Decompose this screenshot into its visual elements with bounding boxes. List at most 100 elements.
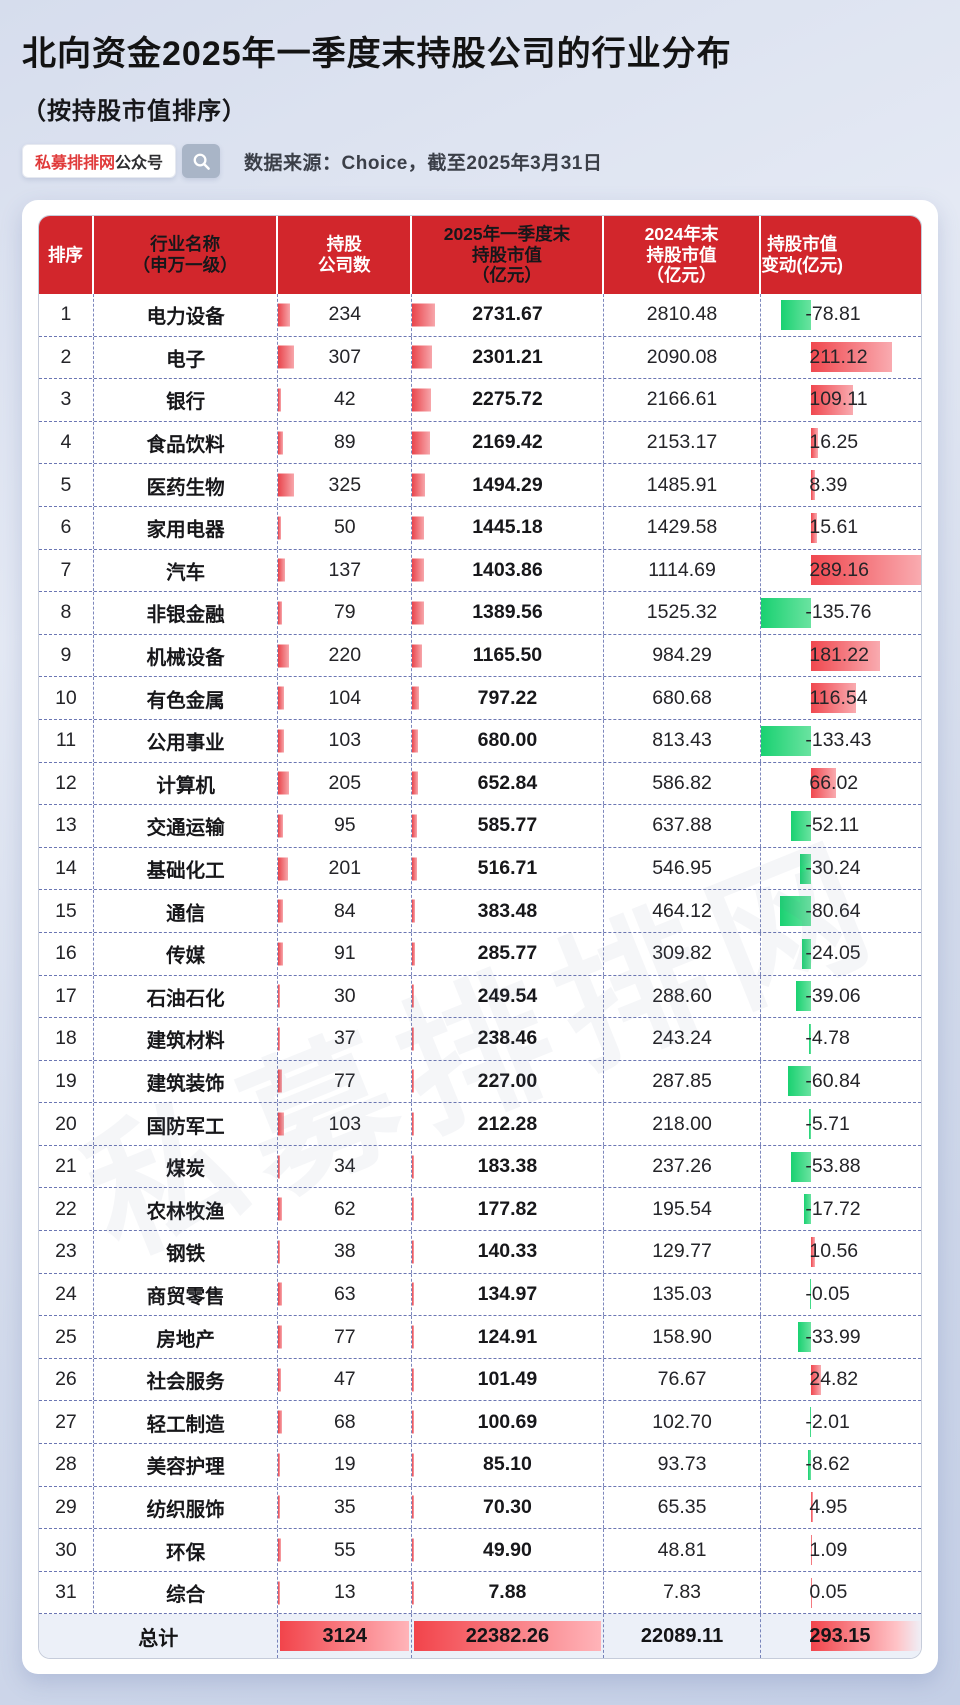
mv2024-cell: 1114.69 [604, 549, 762, 592]
mv2025-cell: 1494.29 [412, 464, 604, 506]
table-row: 19 建筑装饰 77 227.00 287.85 -60.84 [39, 1060, 921, 1104]
mv2025-cell: 49.90 [412, 1529, 604, 1571]
mv2024-cell: 129.77 [604, 1231, 762, 1273]
industry-cell: 钢铁 [94, 1231, 279, 1273]
table-row: 15 通信 84 383.48 464.12 -80.64 [39, 890, 921, 933]
mv2025-cell: 134.97 [412, 1273, 604, 1316]
mv2025-cell: 585.77 [412, 805, 604, 847]
rank-cell: 25 [39, 1316, 94, 1358]
rank-cell: 29 [39, 1486, 94, 1529]
rank-cell: 8 [39, 592, 94, 634]
change-bar-positive [811, 768, 837, 799]
companies-bar [278, 601, 283, 625]
companies-cell: 325 [278, 464, 413, 506]
companies-cell: 91 [278, 932, 413, 975]
badge-suffix: 公众号 [115, 155, 164, 172]
change-bar-negative [761, 725, 811, 756]
rank-cell: 20 [39, 1103, 94, 1145]
change-cell: 8.39 [761, 464, 921, 506]
table-row: 7 汽车 137 1403.86 1114.69 289.16 [39, 549, 921, 593]
industry-cell: 商贸零售 [94, 1273, 279, 1316]
mv2025-bar [412, 1581, 415, 1605]
industry-cell: 医药生物 [94, 464, 279, 506]
mv2024-cell: 65.35 [604, 1486, 762, 1529]
table-total-row: 总计 3124 22382.26 22089.11 293.15 [39, 1614, 921, 1659]
change-cell: -80.64 [761, 890, 921, 932]
table-row: 9 机械设备 220 1165.50 984.29 181.22 [39, 634, 921, 678]
mv2025-cell: 652.84 [412, 762, 604, 805]
companies-bar [278, 1027, 281, 1051]
change-bar-positive [811, 1364, 821, 1395]
page-title: 北向资金2025年一季度末持股公司的行业分布 [22, 35, 732, 73]
mv2024-cell: 1525.32 [604, 592, 762, 634]
mv2025-bar [412, 1410, 415, 1434]
companies-bar [278, 1410, 282, 1434]
mv2025-bar [412, 1368, 415, 1392]
table-row: 29 纺织服饰 35 70.30 65.35 4.95 [39, 1486, 921, 1530]
mv2024-cell: 464.12 [604, 890, 762, 932]
table-row: 26 社会服务 47 101.49 76.67 24.82 [39, 1358, 921, 1402]
table-row: 30 环保 55 49.90 48.81 1.09 [39, 1529, 921, 1572]
industry-cell: 纺织服饰 [94, 1486, 279, 1529]
companies-cell: 220 [278, 634, 413, 677]
rank-cell: 14 [39, 847, 94, 890]
mv2025-bar [412, 771, 418, 795]
change-cell: 66.02 [761, 763, 921, 805]
change-bar-negative [761, 597, 811, 628]
change-bar-negative [780, 896, 811, 927]
mv2025-bar [412, 1197, 415, 1221]
companies-bar [278, 1581, 281, 1605]
change-bar-negative [790, 1151, 811, 1182]
mv2024-cell: 218.00 [604, 1103, 762, 1145]
change-cell: -52.11 [761, 805, 921, 847]
total-change-cell: 293.15 [761, 1614, 921, 1658]
mv2025-cell: 238.46 [412, 1018, 604, 1060]
mv2025-cell: 2275.72 [412, 379, 604, 421]
table-header-row: 排序 行业名称 （申万一级） 持股 公司数 2025年一季度末 持股市值 （亿元） 20… [39, 216, 921, 294]
table-row: 24 商贸零售 63 134.97 135.03 -0.05 [39, 1273, 921, 1317]
change-bar-positive [811, 683, 856, 714]
mv2025-cell: 1165.50 [412, 634, 604, 677]
industry-cell: 美容护理 [94, 1444, 279, 1486]
mv2025-bar [412, 1240, 415, 1264]
change-bar-positive [811, 342, 892, 373]
rank-cell: 22 [39, 1188, 94, 1231]
rank-cell: 23 [39, 1231, 94, 1273]
change-cell: 211.12 [761, 337, 921, 379]
rank-cell: 18 [39, 1018, 94, 1060]
mv2025-cell: 212.28 [412, 1103, 604, 1145]
companies-cell: 77 [278, 1060, 413, 1103]
change-bar-negative [809, 1023, 811, 1054]
data-source-text: 数据来源：Choice，截至2025年3月31日 [244, 152, 603, 174]
rank-cell: 19 [39, 1060, 94, 1103]
industry-cell: 汽车 [94, 549, 279, 592]
companies-bar [278, 857, 289, 881]
industry-cell: 有色金属 [94, 677, 279, 719]
companies-bar [278, 431, 283, 455]
mv2024-cell: 1485.91 [604, 464, 762, 506]
mv2025-bar [412, 388, 432, 412]
change-cell: 15.61 [761, 507, 921, 549]
companies-cell: 201 [278, 847, 413, 890]
change-cell: -133.43 [761, 720, 921, 762]
mv2025-bar [412, 1282, 415, 1306]
rank-cell: 12 [39, 762, 94, 805]
industry-cell: 国防军工 [94, 1103, 279, 1145]
change-cell: -0.05 [761, 1274, 921, 1316]
rank-cell: 2 [39, 336, 94, 379]
page-subtitle: （按持股市值排序） [22, 98, 247, 125]
table-row: 11 公用事业 103 680.00 813.43 -133.43 [39, 719, 921, 763]
companies-cell: 205 [278, 762, 413, 805]
companies-cell: 42 [278, 379, 413, 421]
mv2024-cell: 48.81 [604, 1529, 762, 1571]
companies-bar [278, 516, 281, 540]
mv2025-bar [412, 431, 431, 455]
table-row: 17 石油石化 30 249.54 288.60 -39.06 [39, 975, 921, 1019]
companies-cell: 35 [278, 1486, 413, 1529]
industry-cell: 通信 [94, 890, 279, 932]
mv2025-bar [412, 303, 436, 327]
companies-cell: 62 [278, 1188, 413, 1231]
rank-cell: 7 [39, 549, 94, 592]
companies-cell: 30 [278, 975, 413, 1018]
mv2025-cell: 1445.18 [412, 506, 604, 549]
